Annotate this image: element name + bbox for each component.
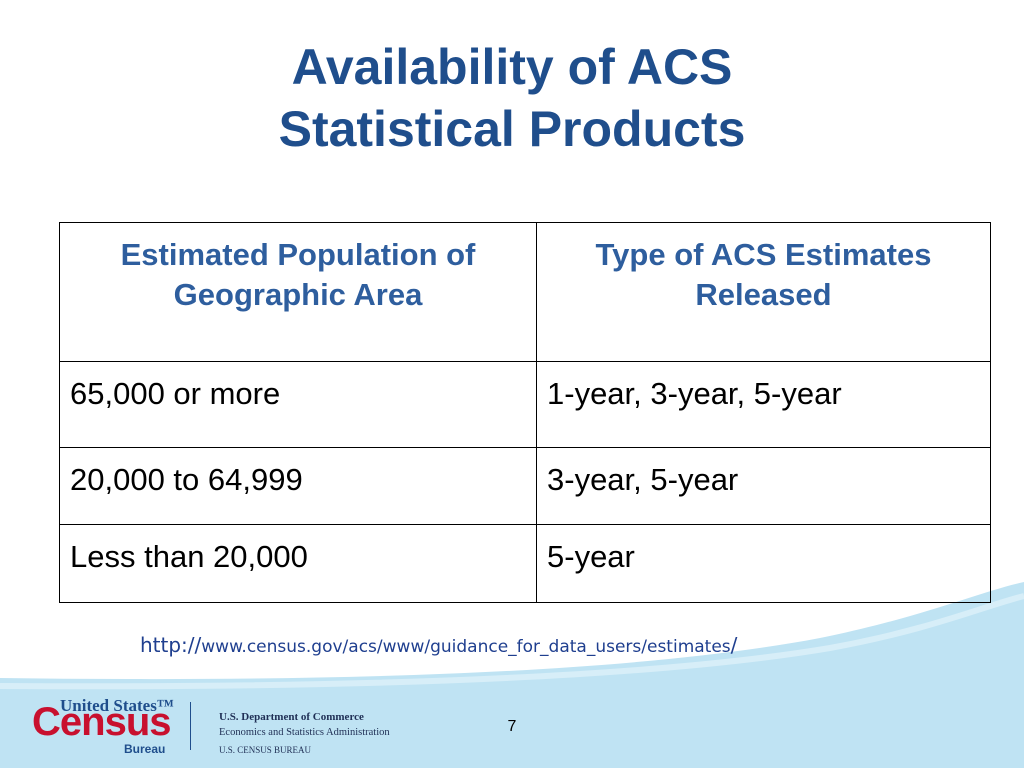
source-url-link[interactable]: http://www.census.gov/acs/www/guidance_f…: [140, 633, 737, 657]
logo-united-states: United States™: [60, 696, 174, 715]
table-row: 20,000 to 64,999 3-year, 5-year: [59, 447, 991, 525]
department-name: U.S. Department of Commerce: [219, 711, 364, 723]
page-number: 7: [507, 718, 517, 735]
acs-availability-table: Estimated Population of Geographic Area …: [59, 222, 991, 603]
table-cell: Less than 20,000: [59, 524, 537, 603]
source-url-prefix: http://: [140, 633, 202, 657]
administration-name: Economics and Statistics Administration: [219, 727, 390, 738]
table-cell: 20,000 to 64,999: [59, 447, 537, 525]
footer-band: [0, 582, 1024, 768]
logo-census: Census: [32, 700, 171, 744]
slide-title: Availability of ACS Statistical Products: [0, 36, 1024, 160]
table-header-row: Estimated Population of Geographic Area …: [59, 222, 991, 362]
table-row: 65,000 or more 1-year, 3-year, 5-year: [59, 361, 991, 448]
source-url-path: www.census.gov/acs/www/guidance_for_data…: [201, 637, 731, 657]
footer-divider: [190, 702, 191, 750]
table-cell: 5-year: [536, 524, 991, 603]
title-line-1: Availability of ACS: [291, 39, 733, 95]
column-header-population: Estimated Population of Geographic Area: [59, 222, 537, 362]
table-cell: 1-year, 3-year, 5-year: [536, 361, 991, 448]
department-info: U.S. Department of Commerce Economics an…: [219, 710, 390, 758]
logo-bureau: Bureau: [124, 742, 166, 756]
table-cell: 3-year, 5-year: [536, 447, 991, 525]
table-row: Less than 20,000 5-year: [59, 524, 991, 603]
table-cell: 65,000 or more: [59, 361, 537, 448]
bureau-name: U.S. CENSUS BUREAU: [219, 745, 312, 755]
title-line-2: Statistical Products: [278, 101, 746, 157]
column-header-estimate-type: Type of ACS Estimates Released: [536, 222, 991, 362]
source-url-suffix: /: [730, 633, 738, 657]
